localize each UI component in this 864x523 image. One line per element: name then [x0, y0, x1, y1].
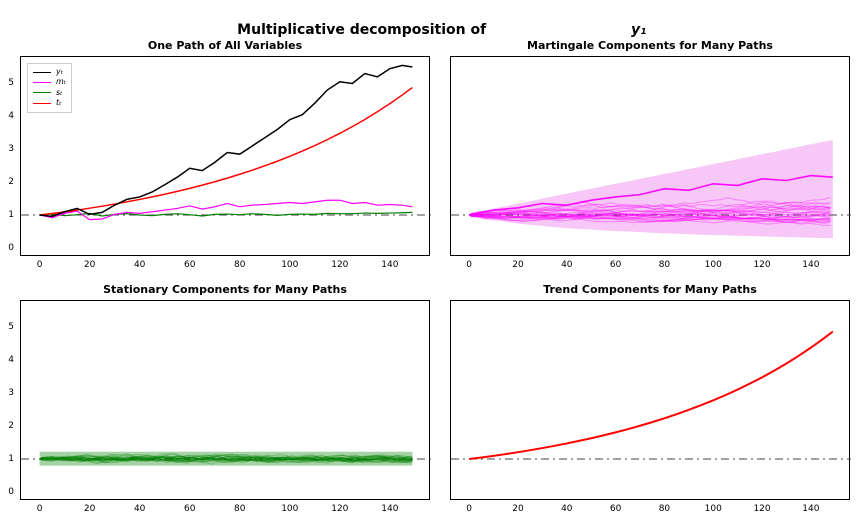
ytick-label: 1 [8, 210, 14, 220]
xtick-label: 100 [281, 260, 298, 270]
ytick-label: 0 [8, 243, 14, 253]
ytick-label: 2 [8, 177, 14, 187]
panel-title-one-path: One Path of All Variables [21, 39, 429, 52]
xtick-label: 20 [84, 260, 95, 270]
xtick-label: 60 [610, 260, 621, 270]
legend-label: sₜ [56, 88, 63, 98]
xtick-label: 80 [234, 504, 245, 514]
legend-item: yₜ [33, 67, 66, 77]
legend-swatch [33, 82, 51, 83]
legend-swatch [33, 103, 51, 104]
legend-swatch [33, 92, 51, 93]
xtick-label: 60 [184, 260, 195, 270]
xtick-label: 140 [802, 504, 819, 514]
panel-martingale: Martingale Components for Many Paths 020… [450, 56, 850, 256]
ytick-label: 0 [8, 487, 14, 497]
xtick-label: 100 [705, 504, 722, 514]
xtick-label: 120 [331, 260, 348, 270]
xtick-label: 60 [184, 504, 195, 514]
xtick-label: 120 [331, 504, 348, 514]
legend-one-path: yₜmₜsₜtₜ [27, 63, 72, 113]
ytick-label: 1 [8, 454, 14, 464]
xtick-label: 40 [561, 260, 572, 270]
legend-item: tₜ [33, 98, 66, 108]
legend-label: mₜ [56, 77, 66, 87]
legend-item: sₜ [33, 88, 66, 98]
xtick-label: 40 [561, 504, 572, 514]
xtick-label: 60 [610, 504, 621, 514]
xtick-label: 40 [134, 260, 145, 270]
xtick-label: 0 [37, 504, 43, 514]
panel-title-stationary: Stationary Components for Many Paths [21, 283, 429, 296]
xtick-label: 80 [234, 260, 245, 270]
panel-stationary: Stationary Components for Many Paths 020… [20, 300, 430, 500]
ytick-label: 5 [8, 78, 14, 88]
xtick-label: 0 [466, 504, 472, 514]
legend-swatch [33, 72, 51, 73]
ytick-label: 3 [8, 144, 14, 154]
xtick-label: 0 [37, 260, 43, 270]
xtick-label: 0 [466, 260, 472, 270]
xtick-label: 40 [134, 504, 145, 514]
chart-svg-trend [451, 301, 851, 501]
xtick-label: 120 [753, 504, 770, 514]
chart-svg-martingale [451, 57, 851, 257]
xtick-label: 80 [659, 260, 670, 270]
suptitle-var: y₁ [491, 22, 646, 38]
ytick-label: 3 [8, 388, 14, 398]
panel-trend: Trend Components for Many Paths 02040608… [450, 300, 850, 500]
xtick-label: 140 [381, 260, 398, 270]
ytick-label: 2 [8, 421, 14, 431]
xtick-label: 120 [753, 260, 770, 270]
ytick-label: 4 [8, 355, 14, 365]
chart-svg-one-path [21, 57, 431, 257]
xtick-label: 80 [659, 504, 670, 514]
xtick-label: 20 [84, 504, 95, 514]
panel-title-trend: Trend Components for Many Paths [451, 283, 849, 296]
chart-svg-stationary [21, 301, 431, 501]
legend-label: yₜ [56, 67, 63, 77]
xtick-label: 100 [281, 504, 298, 514]
figure: Multiplicative decomposition of y₁ One P… [0, 0, 864, 523]
ytick-label: 5 [8, 322, 14, 332]
legend-label: tₜ [56, 98, 62, 108]
panel-one-path: One Path of All Variables yₜmₜsₜtₜ 02040… [20, 56, 430, 256]
legend-item: mₜ [33, 77, 66, 87]
panel-title-martingale: Martingale Components for Many Paths [451, 39, 849, 52]
xtick-label: 140 [802, 260, 819, 270]
xtick-label: 20 [512, 260, 523, 270]
suptitle-prefix: Multiplicative decomposition of [237, 22, 491, 38]
xtick-label: 100 [705, 260, 722, 270]
ytick-label: 4 [8, 111, 14, 121]
xtick-label: 140 [381, 504, 398, 514]
xtick-label: 20 [512, 504, 523, 514]
